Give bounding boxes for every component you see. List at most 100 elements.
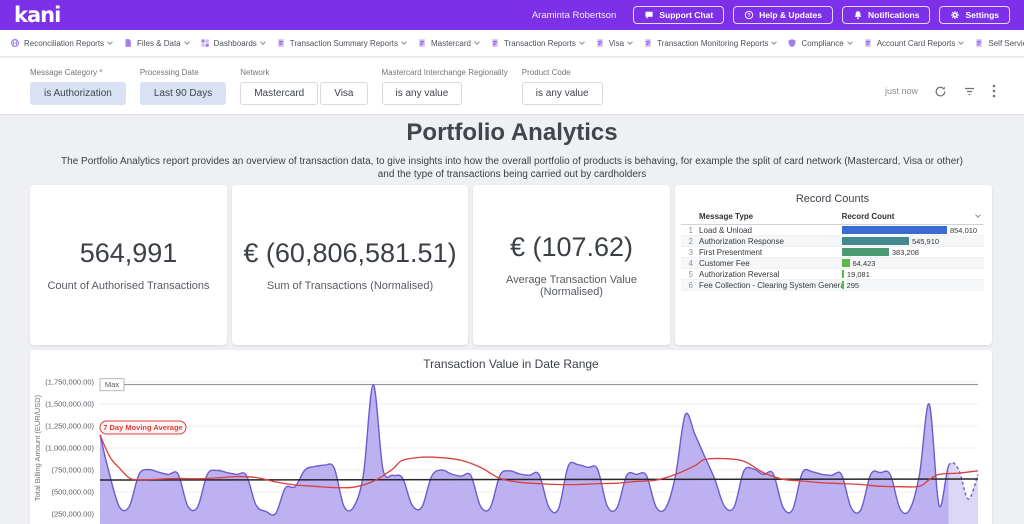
nav-item-files-data[interactable]: Files & Data <box>123 38 189 48</box>
nav-item-reconciliation-reports[interactable]: Reconciliation Reports <box>10 38 112 48</box>
report-icon <box>643 38 653 48</box>
filter-groups: Message Category * is Authorization Proces… <box>30 68 603 105</box>
kebab-menu-icon[interactable] <box>992 84 996 98</box>
filter-group-mastercard-interchange-regionality: Mastercard Interchange Regionalityis any… <box>382 68 508 105</box>
nav-item-label: Transaction Summary Reports <box>290 39 398 48</box>
filter-chip-mastercard[interactable]: Mastercard <box>240 82 318 105</box>
y-tick-label: (1,000,000.00) <box>45 444 94 453</box>
chat-icon <box>644 10 654 20</box>
report-icon <box>417 38 427 48</box>
kpi-card-sum-transactions: € (60,806,581.51) Sum of Transactions (N… <box>232 185 468 345</box>
record-count-value: 854,010 <box>950 226 977 235</box>
gear-icon <box>950 10 960 20</box>
report-icon <box>863 38 873 48</box>
nav-item-compliance[interactable]: Compliance <box>787 38 851 48</box>
message-type-cell: Authorization Reversal <box>699 270 842 279</box>
table-row[interactable]: 5 Authorization Reversal19,081 <box>681 269 984 280</box>
record-count-cell: 383,208 <box>842 248 984 257</box>
report-icon <box>974 38 984 48</box>
filter-label: Message Category * <box>30 68 126 77</box>
chevron-down-icon <box>627 39 633 45</box>
chevron-down-icon <box>260 39 266 45</box>
filter-group-network: NetworkMastercardVisa <box>240 68 367 105</box>
kpi-label: Sum of Transactions (Normalised) <box>267 280 433 292</box>
sort-chevron-down-icon[interactable] <box>975 212 981 218</box>
transaction-value-chart-svg: (1,750,000.00)(1,500,000.00)(1,250,000.0… <box>30 350 992 524</box>
filter-chip-is-any-value[interactable]: is any value <box>382 82 463 105</box>
y-tick-label: (750,000.00) <box>51 466 94 475</box>
column-message-type[interactable]: Message Type <box>681 212 842 221</box>
record-count-bar <box>842 226 947 234</box>
y-tick-label: (500,000.00) <box>51 488 94 497</box>
chevron-down-icon <box>847 39 853 45</box>
table-row[interactable]: 3First Presentment383,208 <box>681 247 984 258</box>
message-type-cell: Authorization Response <box>699 237 842 246</box>
nav-item-transaction-reports[interactable]: Transaction Reports <box>490 38 584 48</box>
kpi-value: € (60,806,581.51) <box>243 238 456 269</box>
header-button-settings[interactable]: Settings <box>939 6 1010 24</box>
y-tick-label: (1,500,000.00) <box>45 400 94 409</box>
nav-item-mastercard[interactable]: Mastercard <box>417 38 479 48</box>
nav-item-visa[interactable]: Visa <box>595 38 632 48</box>
column-record-count-label: Record Count <box>842 212 895 221</box>
table-row[interactable]: 2Authorization Response545,910 <box>681 236 984 247</box>
header-button-notifications[interactable]: Notifications <box>842 6 930 24</box>
nav-item-label: Files & Data <box>137 39 181 48</box>
nav-item-label: Compliance <box>801 39 843 48</box>
refresh-icon[interactable] <box>934 85 947 98</box>
filter-chip-row: is Authorization <box>30 82 126 105</box>
chevron-down-icon <box>772 39 778 45</box>
nav-item-label: Transaction Monitoring Reports <box>657 39 768 48</box>
kpi-label: Count of Authorised Transactions <box>47 280 209 292</box>
report-icon <box>276 38 286 48</box>
record-count-cell: 64,423 <box>842 259 984 268</box>
record-count-value: 295 <box>847 281 860 290</box>
nav-item-label: Account Card Reports <box>877 39 956 48</box>
header-button-help-updates[interactable]: ?Help & Updates <box>733 6 833 24</box>
dashboard-icon <box>200 38 210 48</box>
header-buttons: Support Chat ?Help & Updates Notifications… <box>633 6 1010 24</box>
nav-item-account-card-reports[interactable]: Account Card Reports <box>863 38 964 48</box>
table-row[interactable]: 1Load & Unload854,010 <box>681 225 984 236</box>
record-count-bar <box>842 237 909 245</box>
record-counts-rows: 1Load & Unload854,0102Authorization Resp… <box>681 225 984 291</box>
row-index: 6 <box>681 281 693 290</box>
header-button-label: Help & Updates <box>759 10 822 20</box>
chevron-down-icon <box>184 39 190 45</box>
header-button-support-chat[interactable]: Support Chat <box>633 6 724 24</box>
filter-chip-is-any-value[interactable]: is any value <box>522 82 603 105</box>
row-index: 5 <box>681 270 693 279</box>
column-record-count[interactable]: Record Count <box>842 212 984 221</box>
table-row[interactable]: 4Customer Fee64,423 <box>681 258 984 269</box>
globe-icon <box>10 38 20 48</box>
user-name: Araminta Robertson <box>532 10 616 21</box>
kani-logo[interactable]: kani <box>14 3 60 27</box>
nav-item-label: Mastercard <box>431 39 471 48</box>
header-button-label: Support Chat <box>659 10 713 20</box>
nav-item-self-service-report[interactable]: Self Service Report <box>974 38 1024 48</box>
header-button-label: Notifications <box>868 10 919 20</box>
nav-item-dashboards[interactable]: Dashboards <box>200 38 265 48</box>
header-right: Araminta Robertson Support Chat ?Help & U… <box>532 6 1010 24</box>
row-index: 1 <box>681 226 693 235</box>
nav-item-transaction-summary-reports[interactable]: Transaction Summary Reports <box>276 38 406 48</box>
filter-group-processing-date: Processing DateLast 90 Days <box>140 68 226 105</box>
filter-chip-last-90-days[interactable]: Last 90 Days <box>140 82 226 105</box>
filter-funnel-icon[interactable] <box>963 85 976 98</box>
filter-chip-is-authorization[interactable]: is Authorization <box>30 82 126 105</box>
area-fill <box>100 385 949 524</box>
record-count-cell: 19,081 <box>842 270 984 279</box>
filter-chip-row: Last 90 Days <box>140 82 226 105</box>
chart-title: Transaction Value in Date Range <box>30 357 992 371</box>
nav-item-transaction-monitoring-reports[interactable]: Transaction Monitoring Reports <box>643 38 776 48</box>
shield-icon <box>787 38 797 48</box>
table-row[interactable]: 6 Fee Collection - Clearing System Genera… <box>681 280 984 291</box>
chart-plot-area[interactable]: (1,750,000.00)(1,500,000.00)(1,250,000.0… <box>30 350 992 524</box>
filter-chip-row: is any value <box>522 82 603 105</box>
nav-item-label: Dashboards <box>214 39 257 48</box>
bell-icon <box>853 10 863 20</box>
message-type-cell: Fee Collection - Clearing System Generat… <box>699 281 842 290</box>
filter-group-product-code: Product Codeis any value <box>522 68 603 105</box>
record-count-value: 545,910 <box>912 237 939 246</box>
filter-chip-visa[interactable]: Visa <box>320 82 367 105</box>
